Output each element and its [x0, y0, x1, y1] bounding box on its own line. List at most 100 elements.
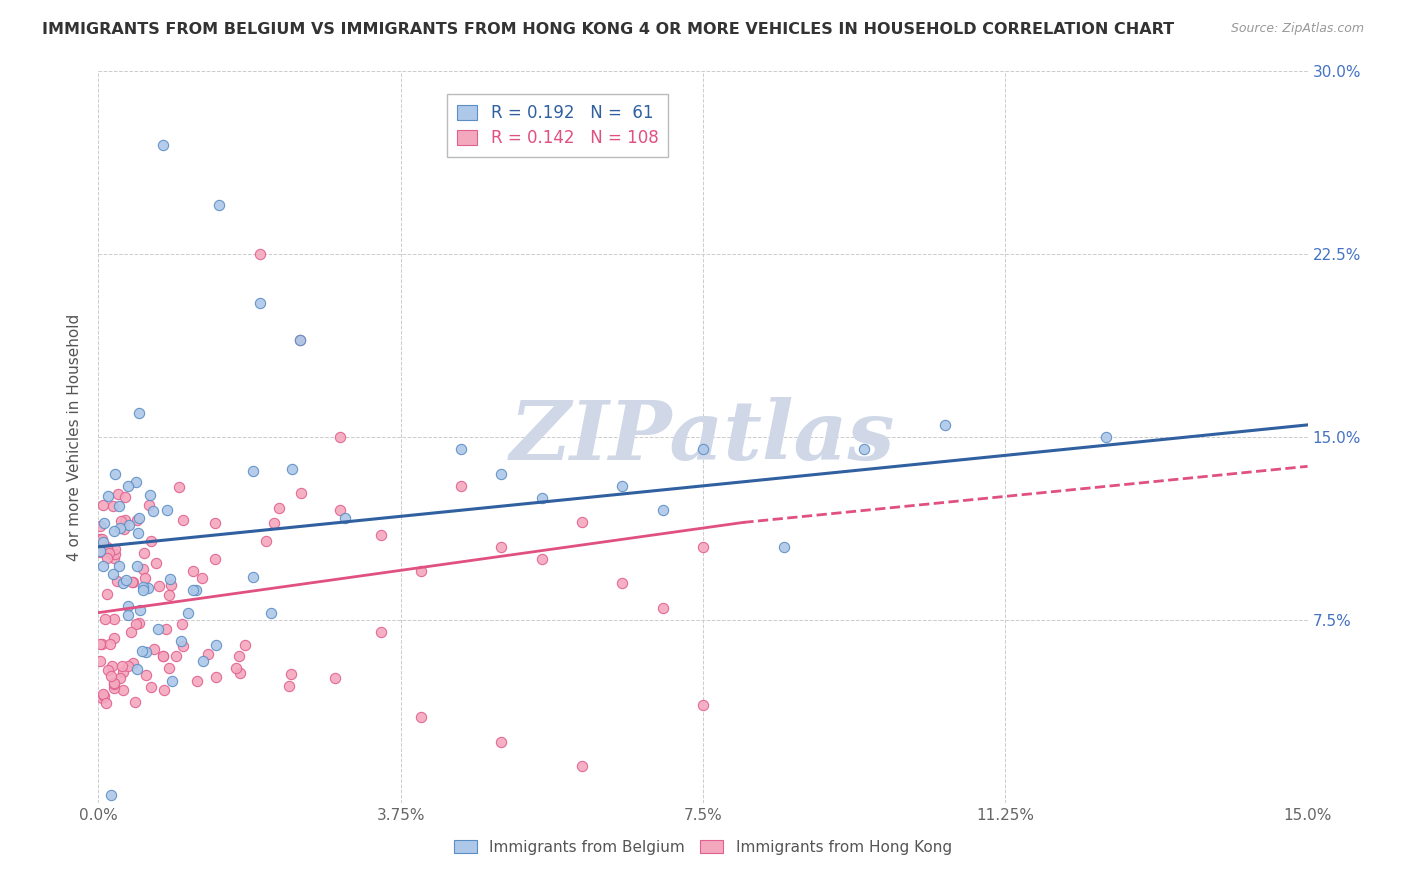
Immigrants from Hong Kong — [409, 710, 432, 724]
Immigrants from Hong Kong — [135, 668, 157, 682]
Immigrants from Belgium — [184, 583, 207, 598]
Immigrants from Hong Kong — [157, 588, 180, 602]
Immigrants from Hong Kong — [280, 667, 302, 681]
Immigrants from Hong Kong — [692, 540, 714, 554]
Immigrants from Hong Kong — [267, 500, 290, 515]
Immigrants from Belgium — [132, 582, 155, 597]
Immigrants from Belgium — [115, 573, 138, 587]
Immigrants from Hong Kong — [143, 642, 166, 657]
Immigrants from Hong Kong — [103, 681, 125, 695]
Immigrants from Belgium — [281, 462, 304, 476]
Immigrants from Belgium — [156, 503, 179, 517]
Immigrants from Hong Kong — [91, 687, 114, 701]
Immigrants from Belgium — [177, 606, 200, 620]
Immigrants from Hong Kong — [110, 514, 132, 528]
Immigrants from Belgium — [651, 503, 673, 517]
Immigrants from Belgium — [692, 442, 714, 457]
Immigrants from Hong Kong — [138, 498, 160, 512]
Immigrants from Hong Kong — [93, 689, 115, 703]
Immigrants from Belgium — [107, 559, 129, 574]
Immigrants from Hong Kong — [571, 516, 593, 530]
Immigrants from Hong Kong — [121, 656, 143, 670]
Immigrants from Belgium — [170, 634, 193, 648]
Immigrants from Hong Kong — [105, 574, 128, 589]
Immigrants from Belgium — [89, 544, 111, 558]
Immigrants from Hong Kong — [233, 638, 256, 652]
Immigrants from Belgium — [249, 296, 271, 310]
Immigrants from Belgium — [853, 442, 876, 457]
Immigrants from Hong Kong — [491, 735, 513, 749]
Immigrants from Belgium — [124, 475, 146, 489]
Immigrants from Belgium — [117, 479, 139, 493]
Immigrants from Hong Kong — [89, 519, 111, 533]
Immigrants from Hong Kong — [323, 672, 346, 686]
Immigrants from Belgium — [450, 442, 472, 457]
Immigrants from Hong Kong — [96, 551, 118, 566]
Immigrants from Hong Kong — [134, 571, 156, 585]
Immigrants from Hong Kong — [91, 498, 114, 512]
Immigrants from Hong Kong — [96, 540, 118, 554]
Immigrants from Hong Kong — [167, 480, 190, 494]
Immigrants from Hong Kong — [104, 547, 127, 561]
Immigrants from Hong Kong — [100, 636, 122, 650]
Immigrants from Hong Kong — [612, 576, 634, 591]
Immigrants from Hong Kong — [94, 612, 117, 626]
Immigrants from Hong Kong — [530, 552, 553, 566]
Immigrants from Hong Kong — [89, 532, 111, 546]
Immigrants from Belgium — [530, 491, 553, 505]
Immigrants from Belgium — [333, 511, 356, 525]
Immigrants from Hong Kong — [121, 574, 143, 589]
Immigrants from Belgium — [127, 525, 149, 540]
Immigrants from Hong Kong — [125, 617, 148, 632]
Immigrants from Belgium — [100, 789, 122, 803]
Y-axis label: 4 or more Vehicles in Household: 4 or more Vehicles in Household — [67, 313, 83, 561]
Immigrants from Hong Kong — [145, 556, 167, 570]
Immigrants from Belgium — [152, 137, 174, 152]
Immigrants from Belgium — [91, 534, 114, 549]
Text: Source: ZipAtlas.com: Source: ZipAtlas.com — [1230, 22, 1364, 36]
Immigrants from Hong Kong — [148, 579, 170, 593]
Immigrants from Hong Kong — [96, 541, 118, 556]
Immigrants from Belgium — [93, 516, 115, 530]
Immigrants from Belgium — [97, 489, 120, 503]
Immigrants from Hong Kong — [132, 562, 155, 576]
Immigrants from Belgium — [208, 198, 231, 212]
Immigrants from Hong Kong — [101, 658, 124, 673]
Immigrants from Hong Kong — [229, 666, 252, 681]
Immigrants from Belgium — [111, 575, 134, 590]
Immigrants from Hong Kong — [96, 587, 118, 601]
Immigrants from Hong Kong — [103, 551, 125, 566]
Immigrants from Belgium — [146, 622, 169, 636]
Immigrants from Belgium — [491, 467, 513, 481]
Immigrants from Hong Kong — [89, 545, 111, 559]
Immigrants from Hong Kong — [409, 564, 432, 578]
Immigrants from Hong Kong — [107, 487, 129, 501]
Immigrants from Hong Kong — [651, 600, 673, 615]
Immigrants from Hong Kong — [91, 690, 114, 705]
Immigrants from Belgium — [160, 673, 183, 688]
Immigrants from Hong Kong — [277, 679, 299, 693]
Immigrants from Hong Kong — [170, 616, 193, 631]
Immigrants from Hong Kong — [122, 575, 145, 590]
Immigrants from Hong Kong — [98, 546, 121, 560]
Immigrants from Hong Kong — [152, 649, 174, 664]
Immigrants from Belgium — [1095, 430, 1118, 444]
Immigrants from Hong Kong — [370, 625, 392, 640]
Immigrants from Belgium — [110, 521, 132, 535]
Immigrants from Hong Kong — [103, 676, 125, 690]
Immigrants from Hong Kong — [186, 674, 208, 689]
Immigrants from Hong Kong — [165, 648, 187, 663]
Immigrants from Belgium — [204, 638, 226, 652]
Immigrants from Belgium — [242, 570, 264, 584]
Immigrants from Belgium — [117, 599, 139, 613]
Immigrants from Hong Kong — [370, 527, 392, 541]
Text: ZIPatlas: ZIPatlas — [510, 397, 896, 477]
Immigrants from Hong Kong — [159, 578, 181, 592]
Immigrants from Hong Kong — [204, 670, 226, 684]
Immigrants from Hong Kong — [112, 523, 135, 537]
Immigrants from Hong Kong — [329, 503, 352, 517]
Immigrants from Belgium — [108, 499, 131, 513]
Immigrants from Belgium — [129, 603, 152, 617]
Immigrants from Hong Kong — [90, 637, 112, 651]
Legend: Immigrants from Belgium, Immigrants from Hong Kong: Immigrants from Belgium, Immigrants from… — [449, 834, 957, 861]
